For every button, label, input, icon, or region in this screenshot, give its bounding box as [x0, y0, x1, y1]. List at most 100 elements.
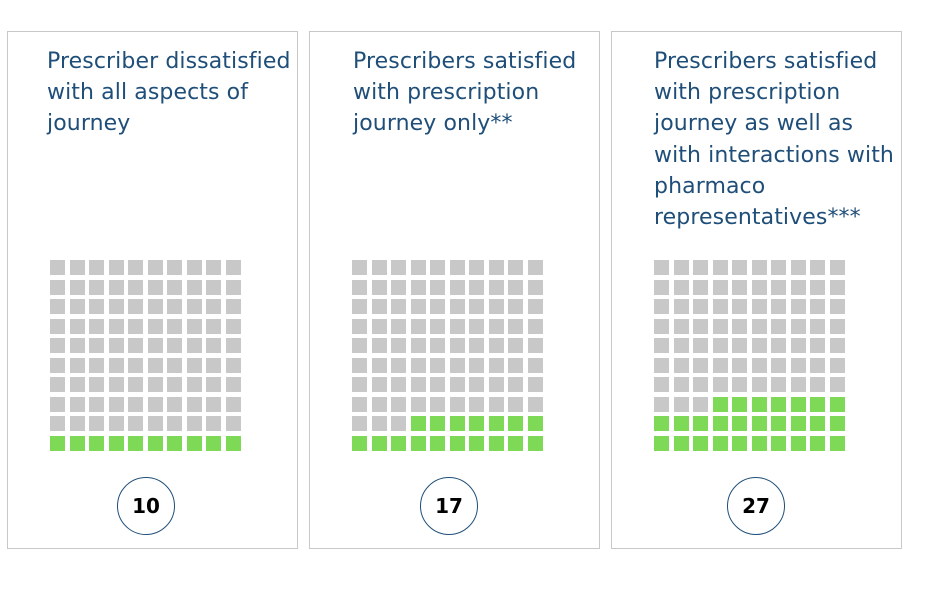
- waffle-cell: [147, 377, 163, 392]
- waffle-cell: [128, 299, 143, 314]
- waffle-cell: [69, 396, 85, 412]
- waffle-cell: [128, 357, 143, 373]
- waffle-cell: [128, 396, 143, 412]
- waffle-cell: [225, 435, 241, 451]
- panel-title: Prescribers satisfied with prescription …: [353, 49, 577, 137]
- waffle-cell: [527, 416, 543, 431]
- waffle-cell: [712, 377, 728, 392]
- waffle-cell: [410, 396, 426, 412]
- waffle-cell: [449, 357, 465, 373]
- waffle-cell: [89, 279, 104, 295]
- waffle-cell: [712, 279, 728, 295]
- waffle-cell: [654, 396, 669, 412]
- waffle-cell: [790, 260, 806, 275]
- waffle-cell: [829, 357, 845, 373]
- waffle-cell: [186, 338, 202, 353]
- waffle-cell: [673, 377, 689, 392]
- waffle-cell: [108, 357, 124, 373]
- waffle-cell: [50, 279, 65, 295]
- waffle-cell: [810, 338, 825, 353]
- waffle-cell: [654, 435, 669, 451]
- waffle-cell: [469, 435, 484, 451]
- waffle-cell: [430, 260, 445, 275]
- waffle-cell: [225, 318, 241, 334]
- waffle-cell: [732, 357, 747, 373]
- panel-satisfied-journey-and-reps: Prescribers satisfied with prescription …: [611, 31, 902, 549]
- waffle-cell: [829, 299, 845, 314]
- waffle-cell: [673, 435, 689, 451]
- waffle-cell: [449, 279, 465, 295]
- waffle-cell: [449, 299, 465, 314]
- waffle-cell: [371, 377, 387, 392]
- waffle-cell: [527, 299, 543, 314]
- waffle-cell: [469, 357, 484, 373]
- waffle-cell: [751, 435, 767, 451]
- waffle-cell: [732, 435, 747, 451]
- waffle-cell: [371, 260, 387, 275]
- waffle-cell: [89, 299, 104, 314]
- waffle-cell: [527, 338, 543, 353]
- waffle-cell: [527, 318, 543, 334]
- waffle-cell: [449, 260, 465, 275]
- waffle-cell: [128, 338, 143, 353]
- waffle-cell: [508, 260, 523, 275]
- waffle-cell: [488, 299, 504, 314]
- waffle-cell: [352, 318, 367, 334]
- waffle-cell: [391, 279, 406, 295]
- waffle-cell: [89, 396, 104, 412]
- waffle-cell: [790, 377, 806, 392]
- waffle-cell: [167, 318, 182, 334]
- waffle-cell: [469, 396, 484, 412]
- waffle-cell: [751, 377, 767, 392]
- waffle-cell: [147, 416, 163, 431]
- waffle-cell: [527, 260, 543, 275]
- waffle-grid: [654, 260, 848, 458]
- waffle-cell: [186, 416, 202, 431]
- waffle-cell: [410, 318, 426, 334]
- waffle-cell: [810, 318, 825, 334]
- waffle-cell: [771, 416, 786, 431]
- waffle-cell: [771, 260, 786, 275]
- waffle-cell: [352, 396, 367, 412]
- waffle-cell: [186, 377, 202, 392]
- waffle-cell: [371, 416, 387, 431]
- waffle-cell: [225, 396, 241, 412]
- waffle-cell: [225, 416, 241, 431]
- waffle-cell: [673, 396, 689, 412]
- waffle-cell: [352, 260, 367, 275]
- waffle-cell: [50, 299, 65, 314]
- waffle-cell: [654, 377, 669, 392]
- waffle-cell: [50, 396, 65, 412]
- waffle-cell: [469, 416, 484, 431]
- waffle-cell: [732, 377, 747, 392]
- waffle-cell: [128, 260, 143, 275]
- waffle-cell: [673, 357, 689, 373]
- waffle-cell: [186, 396, 202, 412]
- waffle-cell: [732, 416, 747, 431]
- waffle-cell: [693, 318, 708, 334]
- waffle-cell: [391, 318, 406, 334]
- waffle-cell: [410, 299, 426, 314]
- waffle-cell: [352, 416, 367, 431]
- waffle-cell: [488, 279, 504, 295]
- waffle-cell: [654, 357, 669, 373]
- waffle-cell: [449, 318, 465, 334]
- waffle-cell: [108, 279, 124, 295]
- waffle-cell: [69, 377, 85, 392]
- waffle-cell: [488, 416, 504, 431]
- waffle-cell: [128, 435, 143, 451]
- waffle-cell: [790, 435, 806, 451]
- waffle-cell: [50, 357, 65, 373]
- waffle-cell: [352, 338, 367, 353]
- waffle-cell: [167, 377, 182, 392]
- waffle-cell: [167, 299, 182, 314]
- waffle-cell: [391, 299, 406, 314]
- waffle-cell: [469, 318, 484, 334]
- waffle-cell: [371, 318, 387, 334]
- waffle-cell: [673, 338, 689, 353]
- waffle-cell: [508, 318, 523, 334]
- waffle-cell: [225, 279, 241, 295]
- waffle-cell: [371, 357, 387, 373]
- waffle-cell: [771, 299, 786, 314]
- waffle-cell: [508, 416, 523, 431]
